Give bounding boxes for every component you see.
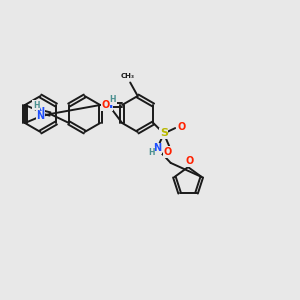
Text: S: S (160, 128, 168, 139)
Text: H: H (33, 100, 39, 109)
Text: O: O (185, 156, 194, 166)
Text: H: H (110, 95, 116, 104)
Text: N: N (36, 111, 45, 122)
Text: H: H (148, 148, 154, 157)
Text: O: O (177, 122, 185, 132)
Text: O: O (101, 100, 110, 110)
Text: N: N (104, 100, 113, 110)
Text: O: O (164, 147, 172, 157)
Text: N: N (36, 106, 45, 117)
Text: CH₃: CH₃ (121, 73, 135, 79)
Text: N: N (153, 143, 161, 154)
